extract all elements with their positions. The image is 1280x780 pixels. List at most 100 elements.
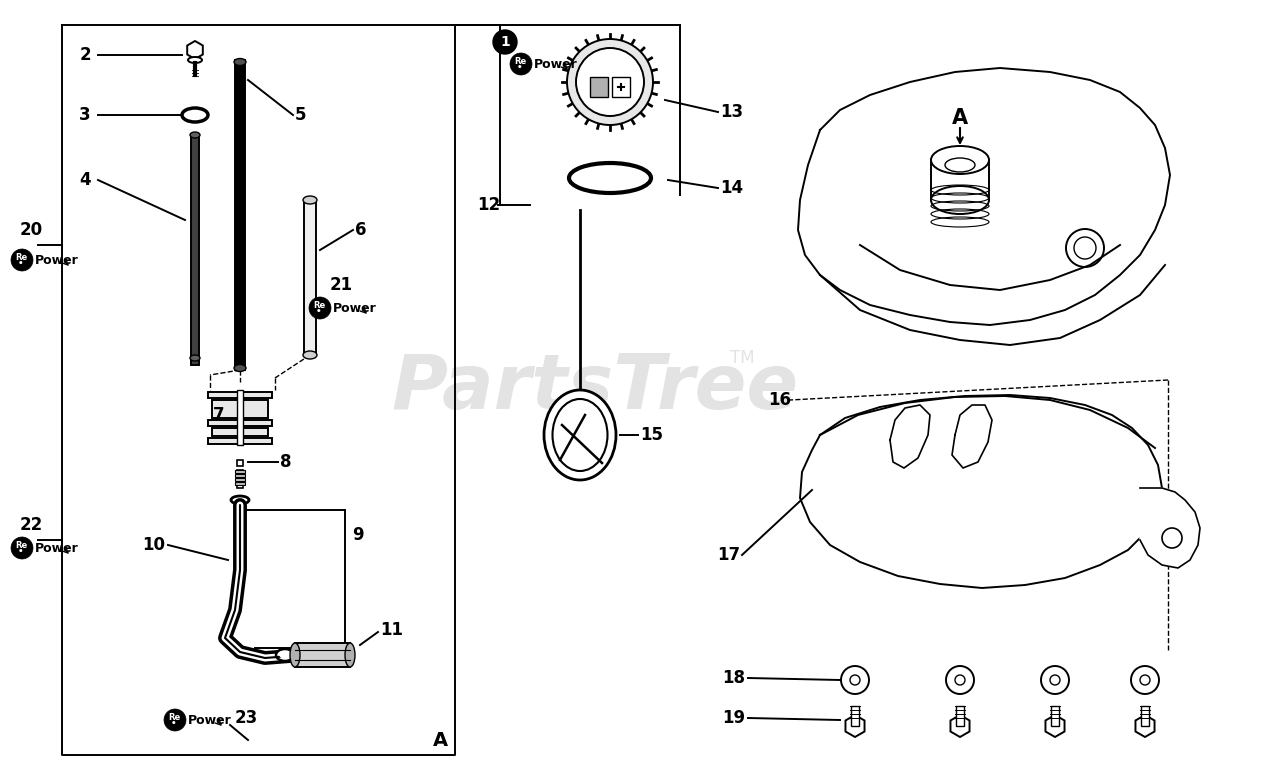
Bar <box>236 470 244 473</box>
Text: 16: 16 <box>768 391 791 409</box>
Polygon shape <box>800 395 1162 588</box>
Ellipse shape <box>188 57 202 63</box>
Ellipse shape <box>189 132 200 138</box>
Bar <box>207 392 273 398</box>
Ellipse shape <box>303 351 317 359</box>
Circle shape <box>1041 666 1069 694</box>
Text: 13: 13 <box>719 103 744 121</box>
Text: ●: ● <box>19 261 23 265</box>
Ellipse shape <box>570 163 652 193</box>
Text: 1: 1 <box>500 35 509 49</box>
Ellipse shape <box>236 498 244 502</box>
Bar <box>851 706 859 726</box>
Text: Re: Re <box>15 254 27 263</box>
Bar <box>212 428 268 436</box>
Circle shape <box>946 666 974 694</box>
Text: 2: 2 <box>79 46 91 64</box>
Text: ●: ● <box>518 65 522 69</box>
Circle shape <box>12 249 33 271</box>
Text: 4: 4 <box>79 171 91 189</box>
Text: Re: Re <box>513 58 526 66</box>
Text: ●: ● <box>173 721 175 725</box>
Ellipse shape <box>234 58 246 66</box>
Text: Power: Power <box>35 541 79 555</box>
Ellipse shape <box>182 108 207 122</box>
Bar <box>236 482 244 485</box>
Ellipse shape <box>230 496 250 504</box>
Polygon shape <box>952 405 992 468</box>
Polygon shape <box>797 68 1170 325</box>
Polygon shape <box>890 405 931 468</box>
Text: 19: 19 <box>722 709 745 727</box>
Text: A: A <box>433 731 448 750</box>
Bar <box>294 643 349 667</box>
Ellipse shape <box>189 355 200 361</box>
Bar <box>590 77 608 97</box>
Text: ●: ● <box>317 309 321 313</box>
Text: Re: Re <box>15 541 27 551</box>
Ellipse shape <box>280 652 291 658</box>
Text: 15: 15 <box>640 426 663 444</box>
Text: 10: 10 <box>142 536 165 554</box>
Text: Re: Re <box>312 302 325 310</box>
Circle shape <box>493 30 517 54</box>
Bar <box>612 77 630 97</box>
Text: 9: 9 <box>352 526 364 544</box>
Ellipse shape <box>931 186 989 214</box>
Bar <box>237 390 243 445</box>
Circle shape <box>1132 666 1158 694</box>
Text: 7: 7 <box>214 406 225 424</box>
Text: PartsTree: PartsTree <box>392 351 799 425</box>
Circle shape <box>164 709 186 731</box>
Circle shape <box>567 39 653 125</box>
Text: 22: 22 <box>20 516 44 534</box>
Text: 12: 12 <box>477 196 500 214</box>
Bar <box>236 474 244 477</box>
Circle shape <box>1162 528 1181 548</box>
Text: 8: 8 <box>280 453 292 471</box>
Circle shape <box>509 53 532 75</box>
Bar <box>207 420 273 426</box>
Ellipse shape <box>1074 237 1096 259</box>
Bar <box>191 135 198 365</box>
Circle shape <box>12 537 33 559</box>
Circle shape <box>841 666 869 694</box>
Ellipse shape <box>276 649 294 661</box>
Text: 17: 17 <box>717 546 740 564</box>
Ellipse shape <box>544 390 616 480</box>
Ellipse shape <box>579 168 641 188</box>
Text: 6: 6 <box>355 221 366 239</box>
Text: 3: 3 <box>79 106 91 124</box>
Text: 20: 20 <box>20 221 44 239</box>
Circle shape <box>1050 675 1060 685</box>
Ellipse shape <box>346 643 355 667</box>
Ellipse shape <box>945 158 975 172</box>
Text: Power: Power <box>35 254 79 267</box>
Text: ●: ● <box>19 549 23 553</box>
Text: Power: Power <box>534 58 577 70</box>
Polygon shape <box>1140 488 1201 568</box>
Text: Re: Re <box>168 714 180 722</box>
Bar <box>236 60 244 370</box>
Bar <box>237 460 243 466</box>
Circle shape <box>955 675 965 685</box>
Bar <box>305 200 316 355</box>
Text: Power: Power <box>188 714 232 726</box>
Text: 21: 21 <box>330 276 353 294</box>
Bar <box>237 470 243 488</box>
Text: 5: 5 <box>294 106 306 124</box>
Bar <box>1140 706 1149 726</box>
Ellipse shape <box>291 643 300 667</box>
Bar <box>236 478 244 481</box>
Ellipse shape <box>187 112 204 119</box>
Bar <box>1051 706 1059 726</box>
Text: 23: 23 <box>236 709 259 727</box>
Text: 11: 11 <box>380 621 403 639</box>
Ellipse shape <box>234 364 246 371</box>
Circle shape <box>850 675 860 685</box>
Ellipse shape <box>931 146 989 174</box>
Text: TM: TM <box>730 349 755 367</box>
Circle shape <box>308 297 332 319</box>
Bar <box>207 438 273 444</box>
Text: 14: 14 <box>719 179 744 197</box>
